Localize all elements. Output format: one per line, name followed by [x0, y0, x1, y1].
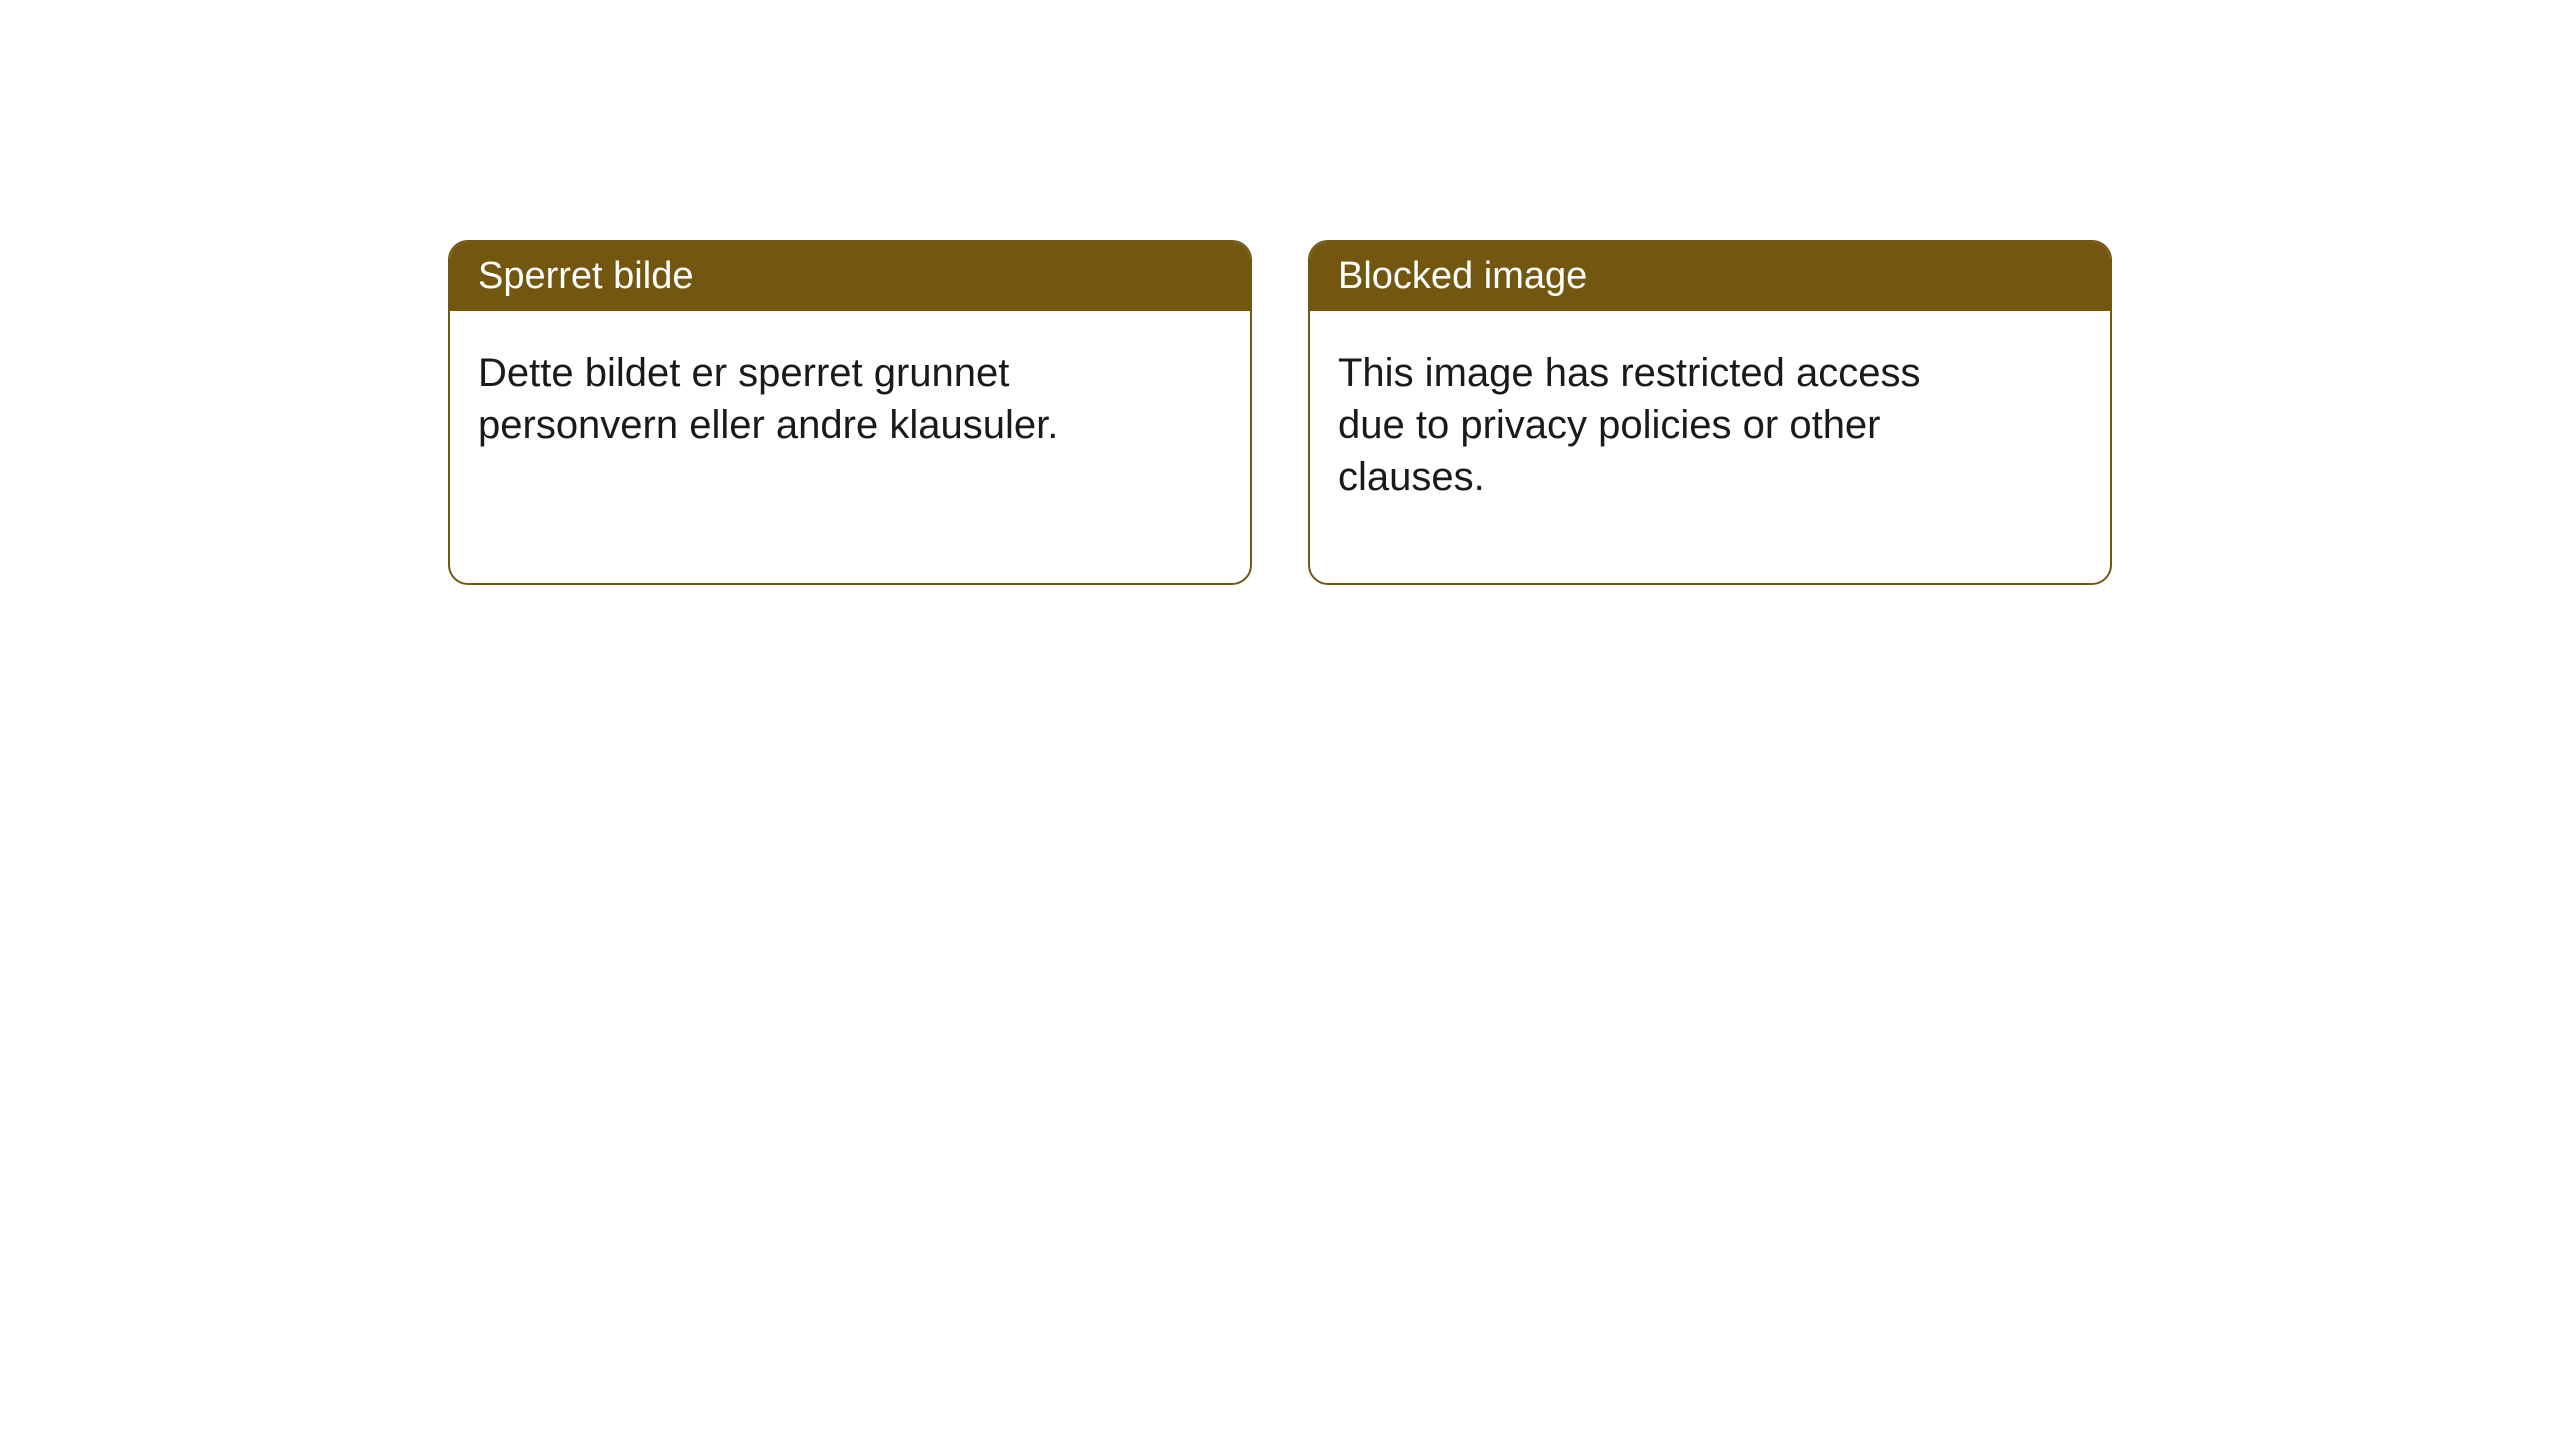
notice-body-english: This image has restricted access due to … — [1310, 311, 2010, 583]
notice-card-norwegian: Sperret bilde Dette bildet er sperret gr… — [448, 240, 1252, 585]
notice-card-english: Blocked image This image has restricted … — [1308, 240, 2112, 585]
notice-container: Sperret bilde Dette bildet er sperret gr… — [448, 240, 2112, 585]
notice-title-norwegian: Sperret bilde — [450, 242, 1250, 311]
notice-body-norwegian: Dette bildet er sperret grunnet personve… — [450, 311, 1150, 531]
notice-title-english: Blocked image — [1310, 242, 2110, 311]
